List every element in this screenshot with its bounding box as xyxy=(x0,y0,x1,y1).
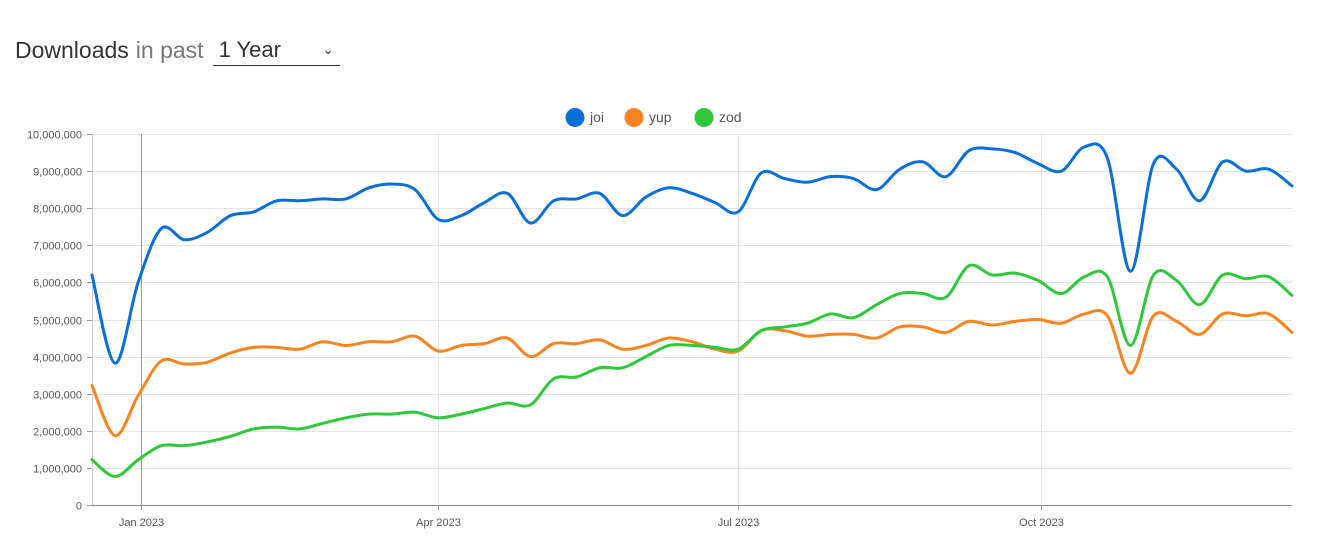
downloads-header: Downloads in past 1 Year ⌄ xyxy=(15,28,340,72)
y-tick-label: 8,000,000 xyxy=(33,204,82,216)
y-tick-label: 1,000,000 xyxy=(33,464,82,476)
grid-layer xyxy=(92,134,1292,506)
period-prefix: in past xyxy=(135,37,204,63)
series-line-yup xyxy=(90,309,1294,438)
period-select-value: 1 Year xyxy=(218,37,281,62)
legend-label-zod: zod xyxy=(719,109,742,125)
axis-layer: 0 1,000,000 2,000,000 3,000,000 4,000,000 5,0… xyxy=(27,130,1064,530)
y-tick-label: 3,000,000 xyxy=(33,390,82,402)
legend-item-zod: zod xyxy=(694,108,742,127)
legend-swatch-joi xyxy=(565,108,585,127)
legend: joi yup zod xyxy=(565,108,742,127)
y-tick-label: 10,000,000 xyxy=(27,130,82,142)
chevron-down-icon: ⌄ xyxy=(322,42,334,57)
y-tick-label: 7,000,000 xyxy=(33,241,82,253)
y-tick-label: 9,000,000 xyxy=(33,167,82,179)
x-tick-label: Jan 2023 xyxy=(119,517,164,529)
period-select[interactable]: 1 Year ⌄ xyxy=(212,36,340,66)
x-tick-label: Jul 2023 xyxy=(718,517,760,529)
legend-swatch-yup xyxy=(624,108,644,127)
legend-label-joi: joi xyxy=(589,109,604,125)
x-tick-label: Apr 2023 xyxy=(416,517,461,529)
y-tick-label: 4,000,000 xyxy=(33,353,82,365)
y-tick-label: 6,000,000 xyxy=(33,278,82,290)
downloads-title: Downloads xyxy=(15,37,129,63)
legend-item-joi: joi xyxy=(565,108,604,127)
series-line-joi xyxy=(90,142,1294,365)
y-tick-label: 5,000,000 xyxy=(33,316,82,328)
legend-item-yup: yup xyxy=(624,108,672,127)
y-tick-label: 0 xyxy=(76,501,82,513)
y-tick-label: 2,000,000 xyxy=(33,427,82,439)
legend-label-yup: yup xyxy=(649,109,672,125)
series-line-zod xyxy=(90,263,1294,478)
series-layer xyxy=(90,142,1294,478)
x-tick-label: Oct 2023 xyxy=(1019,517,1064,529)
legend-swatch-zod xyxy=(694,108,714,127)
